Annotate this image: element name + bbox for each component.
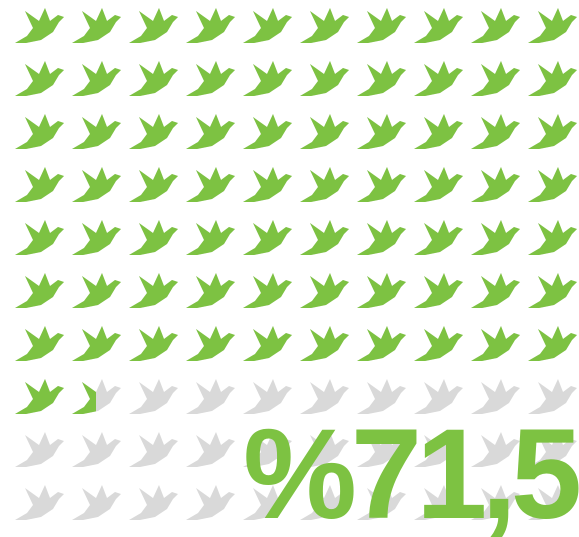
icon: [186, 326, 235, 361]
icon: [414, 326, 463, 361]
icon: [129, 326, 178, 361]
icon: [300, 220, 349, 255]
icon: [357, 114, 406, 149]
icon: [186, 61, 235, 96]
icon: [186, 485, 235, 520]
icon: [72, 273, 121, 308]
icon: [129, 432, 178, 467]
icon: [471, 114, 520, 149]
icon: [129, 485, 178, 520]
icon: [300, 273, 349, 308]
icon: [72, 379, 121, 414]
icon: [528, 273, 577, 308]
icon: [528, 61, 577, 96]
icon: [357, 220, 406, 255]
icon: [528, 167, 577, 202]
icon: [129, 167, 178, 202]
icon: [15, 432, 64, 467]
icon: [414, 8, 463, 43]
value-label: %71,5: [243, 403, 579, 537]
icon: [243, 114, 292, 149]
icon: [72, 432, 121, 467]
icon: [129, 379, 178, 414]
icon: [414, 167, 463, 202]
icon: [300, 61, 349, 96]
icon: [186, 220, 235, 255]
icon: [528, 114, 577, 149]
icon: [72, 220, 121, 255]
icon: [357, 167, 406, 202]
icon: [300, 114, 349, 149]
icon: [414, 114, 463, 149]
icon: [15, 273, 64, 308]
icon: [15, 8, 64, 43]
icon: [129, 220, 178, 255]
icon: [357, 8, 406, 43]
icon: [129, 114, 178, 149]
icon: [72, 485, 121, 520]
icon: [471, 61, 520, 96]
icon: [471, 273, 520, 308]
icon: [186, 8, 235, 43]
icon: [243, 326, 292, 361]
icon: [528, 220, 577, 255]
icon: [414, 61, 463, 96]
icon: [72, 326, 121, 361]
icon: [15, 485, 64, 520]
icon: [528, 8, 577, 43]
icon: [15, 220, 64, 255]
icon: [300, 167, 349, 202]
icon: [243, 61, 292, 96]
icon: [357, 273, 406, 308]
icon: [528, 326, 577, 361]
icon: [471, 8, 520, 43]
icon: [243, 167, 292, 202]
icon: [72, 61, 121, 96]
icon: [357, 61, 406, 96]
icon: [471, 220, 520, 255]
icon: [243, 273, 292, 308]
icon: [129, 273, 178, 308]
icon: [15, 167, 64, 202]
icon: [300, 326, 349, 361]
icon: [72, 114, 121, 149]
icon: [186, 114, 235, 149]
icon: [471, 167, 520, 202]
icon: [357, 326, 406, 361]
icon: [414, 220, 463, 255]
icon: [243, 8, 292, 43]
icon: [72, 8, 121, 43]
icon: [186, 379, 235, 414]
icon: [72, 167, 121, 202]
icon: [15, 379, 64, 414]
icon: [129, 8, 178, 43]
icon: [300, 8, 349, 43]
icon: [186, 273, 235, 308]
icon: [129, 61, 178, 96]
icon: [186, 167, 235, 202]
icon: [15, 61, 64, 96]
icon: [243, 220, 292, 255]
icon: [471, 326, 520, 361]
icon: [414, 273, 463, 308]
icon: [186, 432, 235, 467]
icon: [15, 114, 64, 149]
icon: [15, 326, 64, 361]
